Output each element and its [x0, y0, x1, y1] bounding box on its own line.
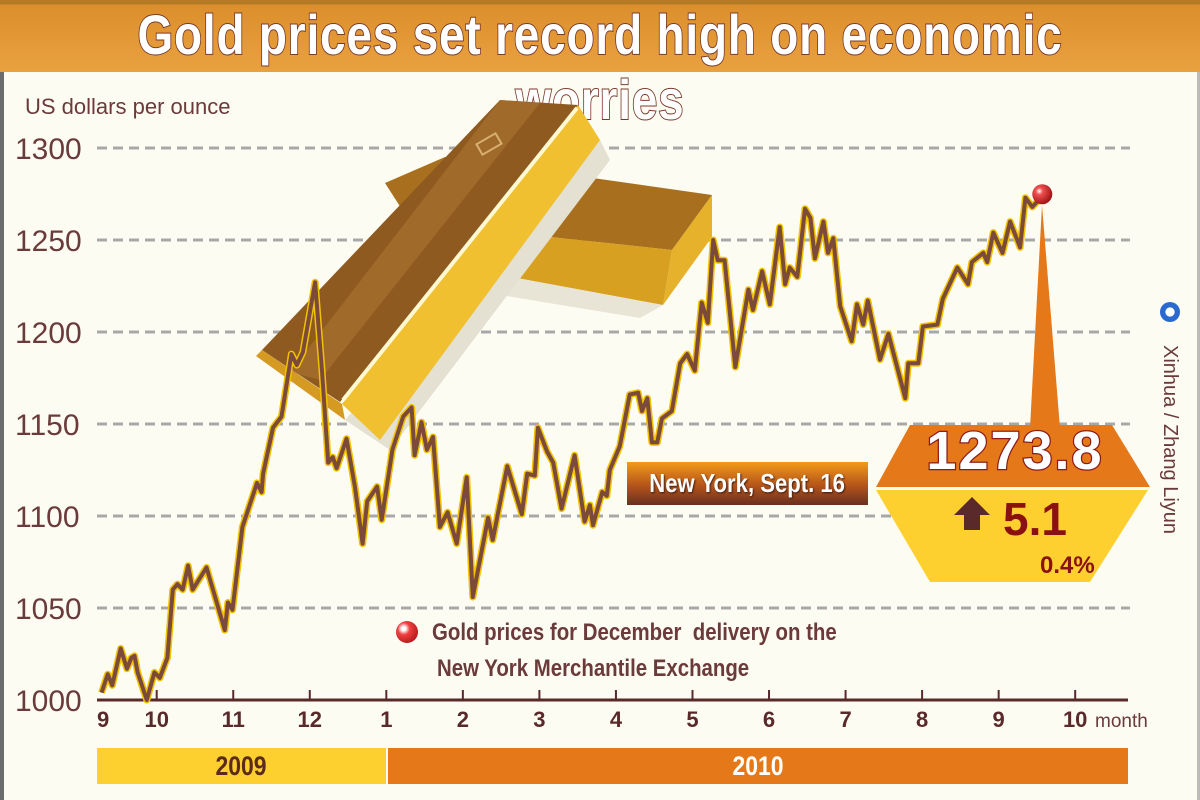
x-tick-label: 8 — [916, 707, 928, 732]
year-label-2010: 2010 — [732, 751, 784, 781]
x-tick-label: 6 — [763, 707, 775, 732]
x-tick-label: 9 — [97, 707, 109, 732]
date-location-text: New York, Sept. 16 — [649, 468, 846, 498]
right-border — [1197, 72, 1200, 800]
year-band-2009: 2009 — [97, 748, 386, 784]
x-tick-label: 1 — [380, 707, 392, 732]
y-tick-label: 1050 — [15, 593, 82, 626]
year-band-2010: 2010 — [388, 748, 1128, 784]
left-border — [0, 72, 4, 800]
x-axis-unit: month — [1095, 711, 1148, 732]
y-tick-labels: 1000 1050 1100 1150 1200 1250 1300 — [15, 133, 82, 718]
price-change-percent: 0.4% — [1040, 552, 1095, 579]
legend-marker-icon — [396, 621, 418, 643]
latest-price-marker — [1032, 184, 1053, 205]
gold-bars-illustration — [256, 100, 712, 450]
front-bar-side — [342, 105, 600, 440]
y-tick-label: 1200 — [15, 317, 82, 350]
y-tick-label: 1250 — [15, 225, 82, 258]
y-tick-label: 1000 — [15, 685, 82, 718]
x-tick-label: 7 — [839, 707, 851, 732]
bar-stamp — [475, 131, 503, 157]
x-tick-labels: 9 10 11 12 1 2 3 4 5 6 7 8 9 10 — [97, 707, 1087, 732]
legend-text-line2: New York Merchantile Exchange — [437, 655, 750, 682]
front-bar-highlight — [290, 100, 540, 380]
price-change: 5.1 — [1003, 493, 1067, 545]
date-location-label: New York, Sept. 16 — [627, 462, 868, 505]
x-tick-label: 2 — [457, 707, 469, 732]
callout-bottom-panel — [876, 490, 1148, 582]
y-tick-label: 1300 — [15, 133, 82, 166]
x-tick-label: 10 — [1063, 707, 1087, 732]
back-bar-end — [663, 195, 712, 305]
callout-spike — [1030, 205, 1060, 428]
credit: Xinhua / Zhang Liyun — [1159, 345, 1181, 535]
callout-top-panel — [876, 425, 1150, 487]
front-bar-edge-highlight — [341, 106, 579, 402]
up-arrow-icon — [954, 497, 990, 530]
x-tick-label: 4 — [610, 707, 623, 732]
x-tick-label: 9 — [993, 707, 1005, 732]
x-tick-label: 12 — [298, 707, 322, 732]
xinhua-logo-icon — [1160, 302, 1180, 322]
legend-text-line1: Gold prices for December delivery on the — [432, 619, 837, 646]
x-axis — [97, 690, 1128, 702]
x-tick-label: 5 — [686, 707, 698, 732]
y-tick-label: 1100 — [15, 501, 80, 534]
y-axis-label: US dollars per ounce — [25, 94, 231, 119]
x-tick-label: 3 — [533, 707, 545, 732]
year-label-2009: 2009 — [215, 751, 268, 781]
x-tick-label: 10 — [144, 707, 168, 732]
y-tick-label: 1150 — [15, 409, 80, 442]
price-line — [99, 194, 1044, 702]
x-tick-label: 11 — [222, 707, 245, 732]
price-series — [98, 193, 1045, 704]
title-bar: Gold prices set record high on economic … — [0, 0, 1200, 132]
chart-title: Gold prices set record high on economic … — [137, 2, 1063, 132]
latest-price: 1273.8 — [925, 420, 1104, 483]
